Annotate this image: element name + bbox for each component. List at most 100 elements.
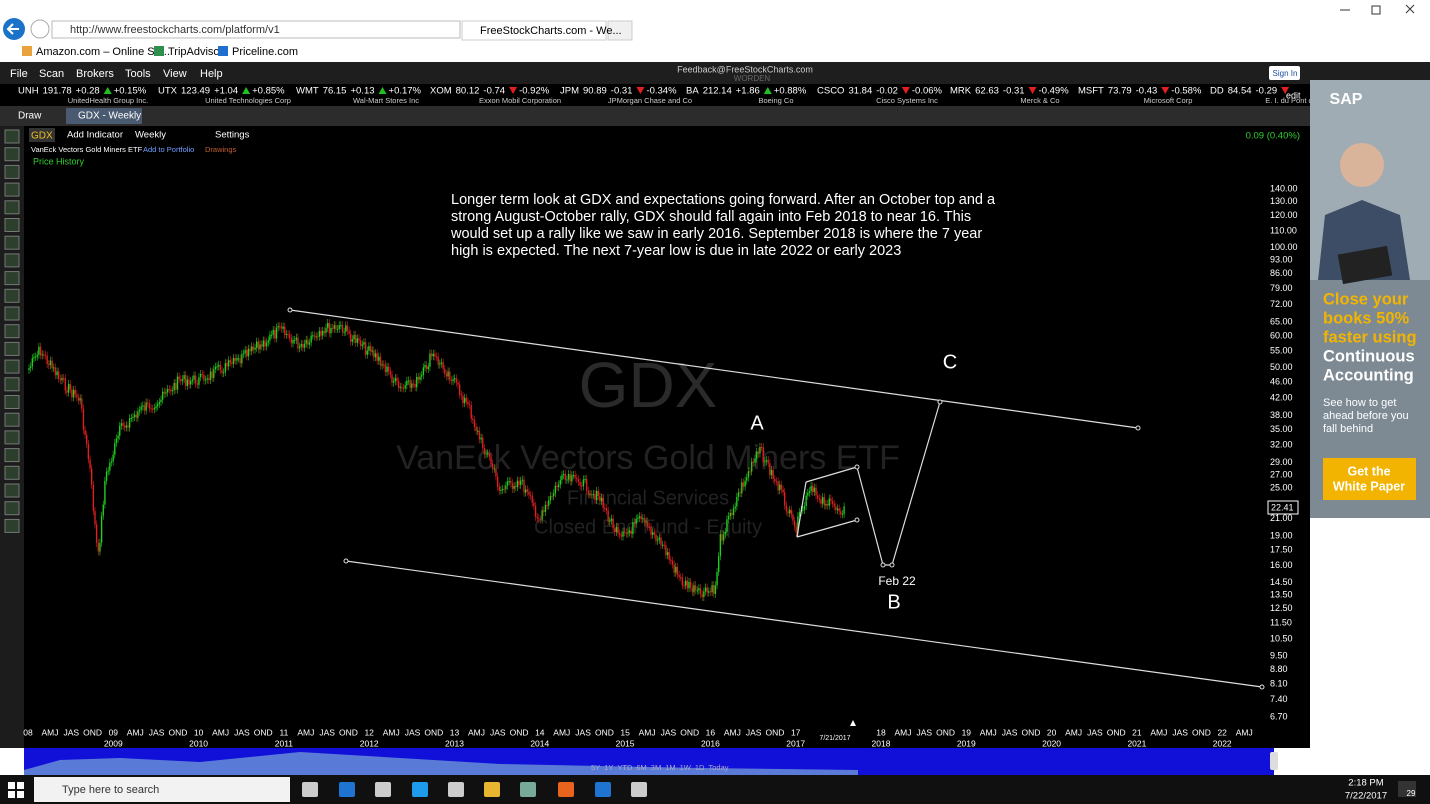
candle-body <box>251 346 253 352</box>
tool-icon[interactable] <box>4 182 20 197</box>
candle-body <box>795 526 797 533</box>
date-note: Feb 22 <box>878 574 916 588</box>
taskbar-icon[interactable] <box>375 782 391 797</box>
tab-label[interactable]: GDX - Weekly <box>78 111 141 122</box>
tool-icon[interactable] <box>4 518 20 533</box>
candle-body <box>114 442 116 455</box>
tool-icon[interactable] <box>4 430 20 445</box>
tool-icon[interactable] <box>4 448 20 463</box>
ticker-change: -0.74 <box>483 86 505 97</box>
tool-icon[interactable] <box>4 395 20 409</box>
settings[interactable]: Settings <box>215 130 250 141</box>
tool-icon[interactable] <box>4 235 20 250</box>
quarter-label: AMJ <box>1150 727 1167 737</box>
candle-body <box>736 496 738 507</box>
ticker-price: 73.79 <box>1108 86 1132 97</box>
taskbar-icon[interactable] <box>412 782 428 797</box>
favorite[interactable]: Priceline.com <box>232 46 298 58</box>
candle-body <box>680 577 682 579</box>
tool-icon[interactable] <box>4 200 20 215</box>
price-history[interactable]: Price History <box>33 156 85 166</box>
menu-item[interactable]: Help <box>200 68 223 80</box>
ad-button-text[interactable]: White Paper <box>1333 479 1405 493</box>
ad-button[interactable] <box>1323 458 1416 500</box>
forward-button[interactable] <box>30 19 50 39</box>
menu-item[interactable]: View <box>163 68 187 80</box>
tab[interactable] <box>461 20 607 41</box>
range-button[interactable]: YTD <box>617 763 633 772</box>
candle-body <box>115 438 118 443</box>
quarter-label: JAS <box>405 727 421 737</box>
scroll-handle[interactable] <box>1270 752 1278 770</box>
favorite[interactable]: Amazon.com – Online Sh... <box>36 46 170 58</box>
tool-icon[interactable] <box>4 129 20 144</box>
tool-icon[interactable] <box>4 483 20 498</box>
search[interactable]: Type here to search <box>62 784 159 796</box>
notification-icon[interactable] <box>1398 781 1416 797</box>
candle-body <box>158 402 161 405</box>
range-button[interactable]: 1W <box>680 763 692 772</box>
tool-icon[interactable] <box>4 412 20 427</box>
start-button[interactable] <box>8 782 24 798</box>
candle-body <box>721 534 723 541</box>
taskbar-icon[interactable] <box>631 782 647 797</box>
candle-body <box>500 489 502 491</box>
favorite[interactable]: TripAdvisor <box>168 46 224 58</box>
range-button[interactable]: 5Y <box>591 763 600 772</box>
window-controls[interactable] <box>1340 4 1415 15</box>
draw[interactable]: Draw <box>18 111 42 122</box>
tool-icon[interactable] <box>4 501 20 516</box>
tool-icon[interactable] <box>4 288 20 303</box>
candle-body <box>325 327 327 333</box>
tool-icon[interactable] <box>4 465 20 480</box>
candle-body <box>381 364 383 366</box>
range-button[interactable]: 1D <box>695 763 705 772</box>
period[interactable]: Weekly <box>135 130 166 141</box>
wave-label: C <box>943 351 957 373</box>
symbol[interactable]: GDX <box>31 131 53 142</box>
add-indicator[interactable]: Add Indicator <box>67 130 123 141</box>
tool-icon[interactable] <box>4 253 20 268</box>
ad-button-text[interactable]: Get the <box>1347 464 1390 478</box>
chart-tab[interactable] <box>66 108 142 124</box>
range-button[interactable]: 3M <box>651 763 661 772</box>
candle-body <box>566 479 568 481</box>
range-button[interactable]: Today <box>708 763 728 772</box>
new-tab[interactable] <box>607 20 633 41</box>
search-box[interactable] <box>34 777 290 802</box>
taskbar-icon[interactable] <box>558 782 574 797</box>
tool-icon[interactable] <box>4 324 20 339</box>
menu-item[interactable]: File <box>10 68 28 80</box>
tool-icon[interactable] <box>4 377 20 392</box>
taskbar-icon[interactable] <box>339 782 355 797</box>
menu-item[interactable]: Scan <box>39 68 64 80</box>
sign-in[interactable]: Sign In <box>1273 69 1298 78</box>
taskbar-icon[interactable] <box>595 782 611 797</box>
taskbar-icon[interactable] <box>520 782 536 797</box>
range-button[interactable]: 1M <box>665 763 675 772</box>
sign-in-button[interactable] <box>1269 66 1300 80</box>
tool-icon[interactable] <box>4 164 20 179</box>
candle-body <box>779 484 781 491</box>
range-button[interactable]: 6M <box>636 763 646 772</box>
range-button[interactable]: 1Y <box>604 763 613 772</box>
taskbar-icon[interactable] <box>484 782 500 797</box>
add-to-portfolio[interactable]: Add to Portfolio <box>143 145 194 154</box>
drawings[interactable]: Drawings <box>205 145 237 154</box>
taskbar-icon[interactable] <box>302 782 318 797</box>
menu-item[interactable]: Tools <box>125 68 151 80</box>
tool-icon[interactable] <box>4 306 20 321</box>
tool-icon[interactable] <box>4 359 20 374</box>
candle-body <box>94 510 96 525</box>
tool-icon[interactable] <box>4 218 20 232</box>
edit[interactable]: edit <box>1286 90 1301 100</box>
tool-icon[interactable] <box>4 147 20 162</box>
candle-body <box>384 364 387 373</box>
tool-icon[interactable] <box>4 271 20 286</box>
taskbar-icon[interactable] <box>448 782 464 797</box>
candle-body <box>208 378 210 381</box>
address-bar[interactable] <box>51 20 461 39</box>
tool-icon[interactable] <box>4 341 20 356</box>
menu-item[interactable]: Brokers <box>76 68 114 80</box>
candle-body <box>105 471 108 481</box>
